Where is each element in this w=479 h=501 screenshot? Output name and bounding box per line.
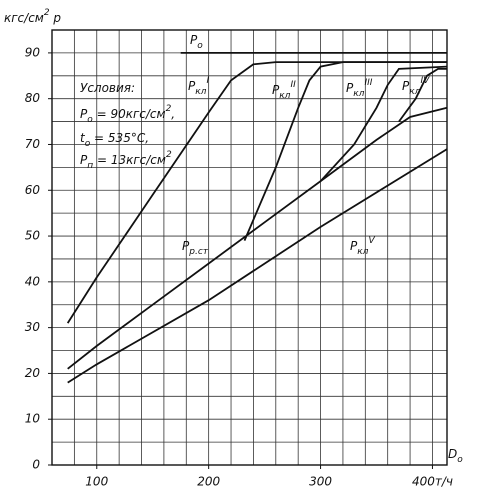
curve-label: Pр.ст [182, 239, 209, 257]
y-tick-label: 80 [25, 91, 41, 105]
curve-label-part: кл [409, 87, 420, 97]
curve-label-part: P [346, 81, 354, 95]
y-axis-label-part: 2 [44, 8, 50, 18]
y-tick-label: 0 [32, 458, 40, 472]
x-tick-label: 200 [197, 475, 220, 489]
x-axis-label: Dо [448, 447, 463, 465]
y-tick-label: 70 [25, 137, 41, 151]
curve-label-part: P [182, 239, 190, 253]
condition-text-part: P [80, 153, 88, 167]
y-tick-label: 60 [25, 183, 41, 197]
condition-text: Условия: [80, 81, 135, 95]
y-axis-label: кгс/см2 p [4, 8, 61, 25]
curve-label-part: P [188, 79, 196, 93]
curve-label: Pо [190, 33, 203, 51]
curve [398, 68, 447, 123]
condition-text-part: = 535°C, [90, 131, 149, 145]
x-axis-label-part: D [448, 447, 457, 461]
condition-text-part: t [80, 131, 86, 145]
curve-label-part: V [368, 236, 375, 246]
condition-text-part: о [85, 139, 91, 149]
condition-text-part: о [87, 115, 93, 125]
curve-label-part: о [197, 41, 203, 51]
curve-label-part: кл [195, 87, 206, 97]
curve-label-part: кл [279, 91, 290, 101]
condition-text: Pп = 13кгс/см2 [80, 150, 172, 171]
curve [243, 61, 447, 241]
curve-label: PклV [350, 236, 375, 257]
curve-label-part: р.ст [188, 247, 209, 257]
condition-text-part: = 13кгс/см [93, 153, 166, 167]
curve-label-part: P [190, 33, 198, 47]
curve-label-part: IV [420, 76, 430, 86]
x-axis-label-part: о [457, 455, 463, 465]
condition-text-part: , [171, 107, 175, 121]
condition-text-part: Условия: [80, 81, 135, 95]
y-tick-label: 30 [25, 320, 41, 334]
condition-text-part: 2 [166, 104, 172, 114]
x-tick-label: 400т/ч [412, 475, 453, 489]
curve-label: PклII [272, 80, 296, 101]
condition-text-part: 2 [166, 150, 172, 160]
curve-label-part: кл [357, 247, 368, 257]
curve-label-part: I [206, 76, 209, 86]
plot-frame [51, 29, 448, 466]
y-tick-label: 10 [25, 412, 41, 426]
curve [66, 61, 447, 324]
condition-text-part: п [87, 161, 93, 171]
y-axis-label-part: p [50, 11, 62, 25]
x-tick-label: 100 [85, 475, 108, 489]
y-tick-label: 40 [25, 274, 41, 288]
curve-label-part: II [290, 80, 296, 90]
y-tick-label: 20 [25, 366, 41, 380]
curve [67, 148, 448, 384]
condition-text: tо = 535°C, [80, 131, 149, 149]
curve-label-part: III [364, 78, 372, 88]
curve-label: PклI [188, 76, 209, 97]
curve-label-part: P [350, 239, 358, 253]
curve-label-part: P [272, 83, 280, 97]
condition-text-part: P [80, 107, 88, 121]
curve [67, 106, 448, 370]
y-axis-label-part: кгс/см [4, 11, 44, 25]
curve-label: PклIII [346, 78, 373, 99]
curve [319, 65, 448, 182]
x-tick-label: 300 [309, 475, 332, 489]
condition-text: Pо = 90кгс/см2, [80, 104, 175, 125]
condition-text-part: = 90кгс/см [93, 107, 166, 121]
curve-label-part: кл [353, 89, 364, 99]
y-tick-label: 50 [25, 229, 41, 243]
y-tick-label: 90 [25, 45, 41, 59]
curve-label: PклIV [402, 76, 430, 97]
curve-label-part: P [402, 79, 410, 93]
